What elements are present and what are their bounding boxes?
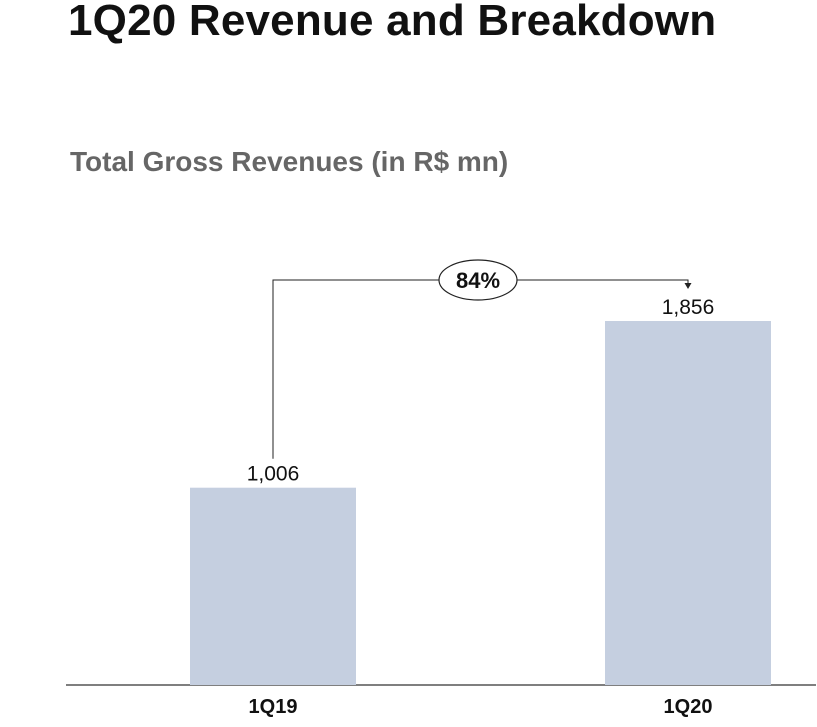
chart-title: Total Gross Revenues (in R$ mn) bbox=[70, 146, 509, 177]
bars-layer bbox=[190, 321, 771, 685]
bar-1q20 bbox=[605, 321, 771, 685]
value-label-1q19: 1,006 bbox=[247, 463, 300, 486]
bracket-arrowhead bbox=[684, 283, 692, 289]
page-title: 1Q20 Revenue and Breakdown bbox=[68, 0, 717, 45]
growth-badge bbox=[438, 259, 518, 301]
category-label-1q20: 1Q20 bbox=[664, 696, 713, 718]
category-label-1q19: 1Q19 bbox=[249, 696, 298, 718]
growth-bracket: 84% bbox=[272, 259, 692, 459]
labels-layer: 1,006 1Q19 1,856 1Q20 bbox=[247, 296, 715, 718]
growth-badge-label: 84% bbox=[456, 268, 500, 293]
value-label-1q20: 1,856 bbox=[662, 296, 715, 319]
bar-1q19 bbox=[190, 487, 356, 685]
